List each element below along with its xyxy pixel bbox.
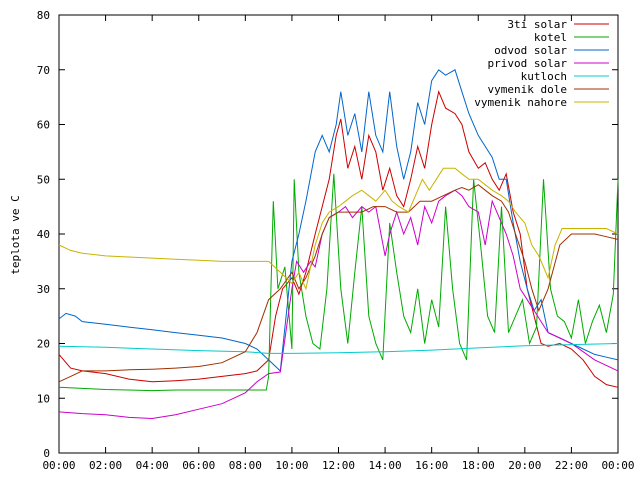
y-tick-label: 60 <box>37 119 50 132</box>
x-tick-label: 04:00 <box>136 459 169 472</box>
x-tick-label: 16:00 <box>415 459 448 472</box>
series-line-vymenik-nahore <box>58 167 619 291</box>
x-tick-label: 10:00 <box>275 459 308 472</box>
y-tick-label: 20 <box>37 338 50 351</box>
y-tick-label: 30 <box>37 283 50 296</box>
series-line-kotel <box>58 173 619 392</box>
x-tick-label: 12:00 <box>322 459 355 472</box>
x-tick-label: 22:00 <box>555 459 588 472</box>
y-tick-label: 50 <box>37 173 50 186</box>
y-axis-label: teplota ve C <box>9 195 22 274</box>
legend-label: kotel <box>534 31 567 44</box>
legend-label: vymenik dole <box>488 83 567 96</box>
x-tick-label: 14:00 <box>369 459 402 472</box>
x-tick-label: 00:00 <box>42 459 75 472</box>
series-line-privod-solar <box>58 189 619 420</box>
legend-label: kutloch <box>521 70 567 83</box>
x-tick-label: 18:00 <box>462 459 495 472</box>
legend-label: vymenik nahore <box>474 96 567 109</box>
x-tick-label: 02:00 <box>89 459 122 472</box>
y-tick-label: 80 <box>37 9 50 22</box>
x-tick-label: 20:00 <box>508 459 541 472</box>
legend-label: privod solar <box>488 57 568 70</box>
series-lines <box>58 69 619 420</box>
series-line-3ti-solar <box>58 90 619 388</box>
x-tick-label: 08:00 <box>229 459 262 472</box>
x-tick-label: 00:00 <box>601 459 634 472</box>
axis-ticks: 0 10 20 30 40 50 60 70 80 00:00 02:00 04:00 06:00 08:… <box>37 9 635 472</box>
x-tick-label: 06:00 <box>182 459 215 472</box>
y-tick-label: 40 <box>37 228 50 241</box>
series-line-vymenik-dole <box>58 184 619 383</box>
legend-label: odvod solar <box>494 44 567 57</box>
y-tick-label: 70 <box>37 64 50 77</box>
series-line-kutloch <box>58 343 619 354</box>
y-tick-label: 10 <box>37 392 50 405</box>
y-tick-label: 0 <box>43 447 50 460</box>
legend-label: 3ti solar <box>507 18 567 31</box>
series-line-odvod-solar <box>58 69 619 372</box>
